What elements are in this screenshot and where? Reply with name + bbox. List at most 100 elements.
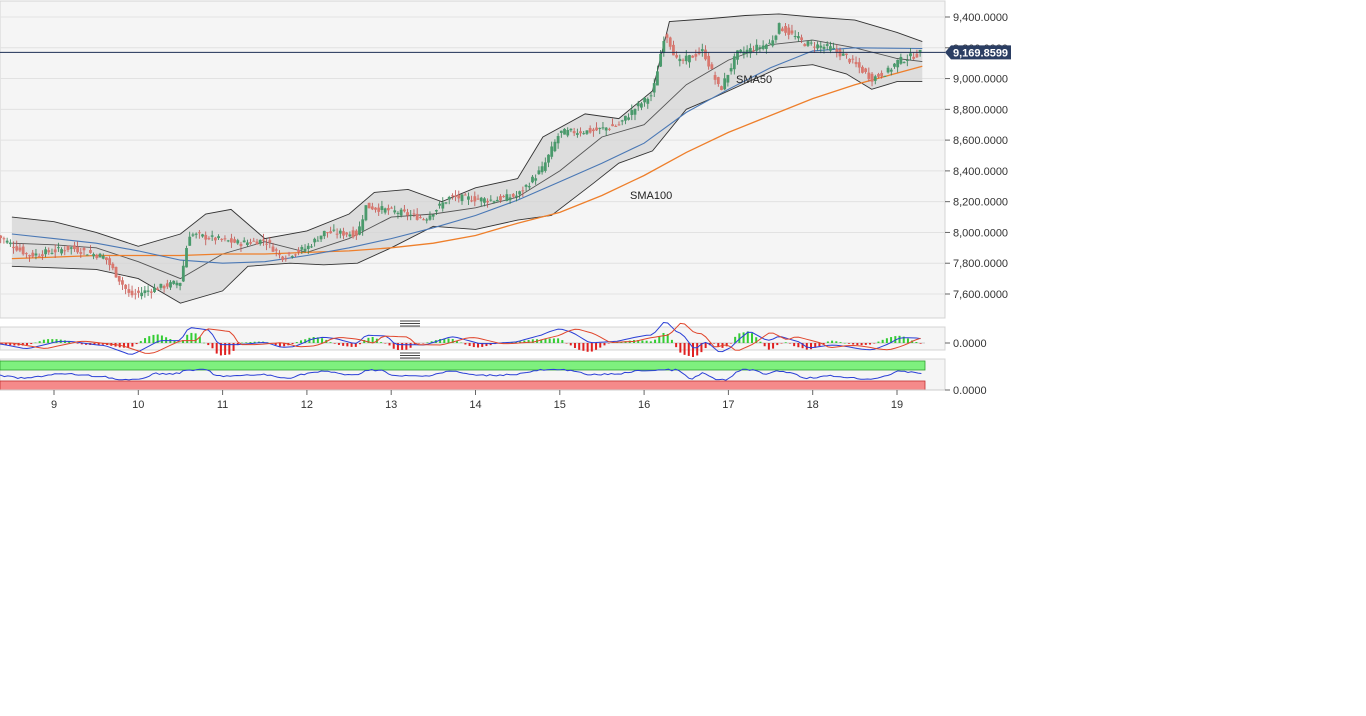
candle <box>572 127 576 137</box>
macd-bar <box>658 336 661 343</box>
candle <box>140 287 144 300</box>
macd-bar <box>670 339 673 343</box>
candle <box>236 238 240 245</box>
candle <box>418 214 422 219</box>
macd-bar <box>687 343 690 356</box>
candle <box>809 39 813 46</box>
macd-bar <box>696 343 699 356</box>
candle <box>290 255 294 259</box>
macd-bar <box>514 341 517 343</box>
macd-bar <box>906 338 909 343</box>
macd-bar <box>641 340 644 343</box>
candle <box>79 247 83 258</box>
candle <box>268 236 272 249</box>
macd-bar <box>38 341 41 343</box>
macd-bar <box>826 341 829 343</box>
candle <box>857 57 861 74</box>
macd-bar <box>704 343 707 349</box>
time-tick-label: 15 <box>554 399 566 411</box>
macd-bar <box>915 342 918 343</box>
candle <box>44 246 47 258</box>
macd-bar <box>359 343 362 345</box>
macd-bar <box>746 331 749 343</box>
candle <box>537 166 541 175</box>
macd-bar <box>540 339 543 343</box>
candle <box>889 67 893 76</box>
rsi-line <box>0 368 922 381</box>
candle <box>643 96 647 107</box>
macd-bar <box>342 343 345 346</box>
candle <box>540 161 544 175</box>
macd-bar <box>839 342 842 343</box>
candle <box>902 61 906 64</box>
macd-bar <box>590 343 593 352</box>
candle <box>803 42 807 47</box>
candle <box>191 232 195 238</box>
macd-bar <box>228 343 231 355</box>
candle <box>886 65 890 74</box>
candle <box>329 226 333 234</box>
candle <box>838 47 842 61</box>
candle <box>127 283 131 297</box>
macd-bar <box>139 341 142 343</box>
panel-resize-handle[interactable] <box>400 320 420 327</box>
macd-bar <box>788 343 791 344</box>
candle <box>652 78 656 97</box>
macd-bar <box>363 339 366 343</box>
candle <box>825 41 829 51</box>
candle <box>28 254 31 262</box>
time-tick-label: 12 <box>301 399 313 411</box>
candle <box>665 32 669 44</box>
macd-bar <box>477 343 480 348</box>
candle <box>121 277 124 290</box>
panel-resize-handle[interactable] <box>400 352 420 359</box>
candle <box>598 127 602 135</box>
macd-bar <box>654 339 657 343</box>
candle <box>790 24 794 35</box>
macd-bar <box>869 343 872 345</box>
macd-bar <box>274 343 277 345</box>
candle <box>15 240 19 252</box>
bollinger-middle-line <box>11 39 923 280</box>
macd-bar <box>586 343 589 352</box>
macd-bar <box>468 343 471 346</box>
candle <box>524 183 528 192</box>
macd-bar <box>814 343 817 348</box>
macd-bar <box>321 338 324 343</box>
macd-bar <box>729 343 732 344</box>
macd-bar <box>755 337 758 343</box>
candle <box>492 200 496 204</box>
price-tick-label: 9,400.0000 <box>953 12 1008 24</box>
candle <box>864 67 868 74</box>
macd-bar <box>734 336 737 343</box>
candle <box>720 85 723 91</box>
macd-bar <box>818 343 821 347</box>
macd-bar <box>455 340 458 343</box>
candle <box>303 244 307 253</box>
candle <box>85 254 89 256</box>
macd-bar <box>152 334 155 343</box>
candle <box>483 197 486 207</box>
candle <box>178 282 182 291</box>
candle <box>364 205 368 222</box>
macd-bar <box>13 343 16 346</box>
candle <box>374 207 377 213</box>
candle <box>245 239 249 247</box>
macd-line <box>0 321 921 355</box>
candle <box>726 74 730 87</box>
macd-bar <box>675 343 678 348</box>
candle <box>607 127 611 131</box>
candle <box>784 22 787 36</box>
candle <box>534 174 538 185</box>
rsi-overbought-zone <box>0 360 926 371</box>
time-tick-label: 13 <box>385 399 397 411</box>
candle <box>210 230 214 241</box>
macd-bar <box>232 343 235 351</box>
macd-bar <box>245 342 248 343</box>
price-tick-label: 9,000.0000 <box>953 74 1008 86</box>
candle <box>617 121 621 126</box>
macd-bar <box>451 338 454 343</box>
candle <box>636 100 640 111</box>
